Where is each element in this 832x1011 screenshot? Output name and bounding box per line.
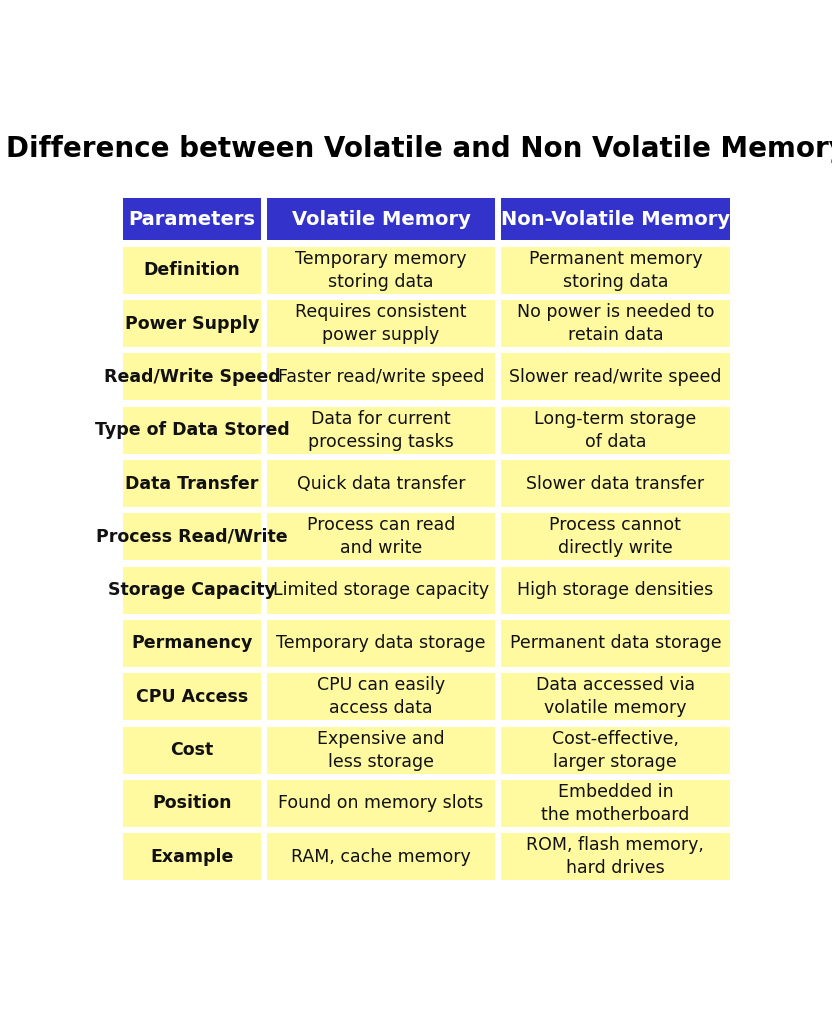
Text: Permanent data storage: Permanent data storage bbox=[509, 635, 721, 652]
Text: Long-term storage
of data: Long-term storage of data bbox=[534, 409, 696, 451]
Bar bbox=[266, 620, 496, 667]
Bar bbox=[266, 406, 496, 454]
Text: CPU Access: CPU Access bbox=[136, 687, 248, 706]
Text: Type of Data Stored: Type of Data Stored bbox=[95, 422, 290, 439]
Bar bbox=[266, 566, 496, 614]
Bar bbox=[122, 833, 261, 881]
Text: Cost-effective,
larger storage: Cost-effective, larger storage bbox=[552, 730, 679, 770]
Text: Example: Example bbox=[151, 848, 234, 865]
Bar bbox=[266, 460, 496, 508]
Bar bbox=[266, 198, 496, 241]
Bar bbox=[122, 300, 261, 347]
Bar bbox=[501, 673, 730, 721]
Bar bbox=[266, 353, 496, 400]
Bar bbox=[501, 300, 730, 347]
Text: Volatile Memory: Volatile Memory bbox=[292, 210, 471, 228]
Text: Read/Write Speed: Read/Write Speed bbox=[104, 368, 280, 386]
Bar bbox=[266, 673, 496, 721]
Text: Requires consistent
power supply: Requires consistent power supply bbox=[295, 303, 467, 344]
Text: Definition: Definition bbox=[144, 261, 240, 279]
Bar bbox=[122, 673, 261, 721]
Text: Difference between Volatile and Non Volatile Memory: Difference between Volatile and Non Vola… bbox=[6, 134, 832, 163]
Text: Slower data transfer: Slower data transfer bbox=[527, 474, 705, 492]
Bar bbox=[266, 300, 496, 347]
Bar bbox=[501, 779, 730, 827]
Text: Data accessed via
volatile memory: Data accessed via volatile memory bbox=[536, 676, 695, 717]
Text: Storage Capacity: Storage Capacity bbox=[108, 581, 276, 600]
Bar bbox=[266, 247, 496, 294]
Text: Permanent memory
storing data: Permanent memory storing data bbox=[528, 250, 702, 290]
Bar bbox=[122, 460, 261, 508]
Bar bbox=[122, 353, 261, 400]
Text: Temporary memory
storing data: Temporary memory storing data bbox=[295, 250, 467, 290]
Text: Permanency: Permanency bbox=[131, 635, 253, 652]
Text: Slower read/write speed: Slower read/write speed bbox=[509, 368, 721, 386]
Bar bbox=[501, 514, 730, 560]
Bar bbox=[122, 514, 261, 560]
Bar bbox=[122, 247, 261, 294]
Text: Embedded in
the motherboard: Embedded in the motherboard bbox=[541, 783, 690, 824]
Text: Process Read/Write: Process Read/Write bbox=[97, 528, 288, 546]
Bar bbox=[122, 406, 261, 454]
Text: RAM, cache memory: RAM, cache memory bbox=[291, 848, 471, 865]
Bar bbox=[501, 620, 730, 667]
Bar bbox=[501, 406, 730, 454]
Bar bbox=[266, 779, 496, 827]
Text: Expensive and
less storage: Expensive and less storage bbox=[317, 730, 445, 770]
Bar bbox=[266, 514, 496, 560]
Bar bbox=[501, 198, 730, 241]
Text: No power is needed to
retain data: No power is needed to retain data bbox=[517, 303, 714, 344]
Bar bbox=[501, 247, 730, 294]
Text: Data for current
processing tasks: Data for current processing tasks bbox=[308, 409, 454, 451]
Text: ROM, flash memory,
hard drives: ROM, flash memory, hard drives bbox=[527, 836, 705, 878]
Bar bbox=[266, 727, 496, 773]
Text: High storage densities: High storage densities bbox=[518, 581, 714, 600]
Text: CPU can easily
access data: CPU can easily access data bbox=[317, 676, 445, 717]
Text: Position: Position bbox=[152, 795, 232, 813]
Bar bbox=[501, 566, 730, 614]
Bar bbox=[122, 198, 261, 241]
Text: Process cannot
directly write: Process cannot directly write bbox=[549, 517, 681, 557]
Bar bbox=[122, 779, 261, 827]
Text: Temporary data storage: Temporary data storage bbox=[276, 635, 486, 652]
Bar bbox=[122, 727, 261, 773]
Bar bbox=[266, 833, 496, 881]
Text: Faster read/write speed: Faster read/write speed bbox=[278, 368, 484, 386]
Text: Non-Volatile Memory: Non-Volatile Memory bbox=[501, 210, 730, 228]
Bar bbox=[501, 460, 730, 508]
Bar bbox=[501, 353, 730, 400]
Text: Cost: Cost bbox=[171, 741, 214, 759]
Text: Quick data transfer: Quick data transfer bbox=[297, 474, 465, 492]
Text: Parameters: Parameters bbox=[129, 210, 255, 228]
Text: Power Supply: Power Supply bbox=[125, 314, 260, 333]
Bar bbox=[122, 566, 261, 614]
Bar bbox=[122, 620, 261, 667]
Text: Limited storage capacity: Limited storage capacity bbox=[273, 581, 489, 600]
Bar bbox=[501, 833, 730, 881]
Text: Found on memory slots: Found on memory slots bbox=[279, 795, 483, 813]
Text: Data Transfer: Data Transfer bbox=[126, 474, 259, 492]
Bar bbox=[501, 727, 730, 773]
Text: Process can read
and write: Process can read and write bbox=[307, 517, 455, 557]
